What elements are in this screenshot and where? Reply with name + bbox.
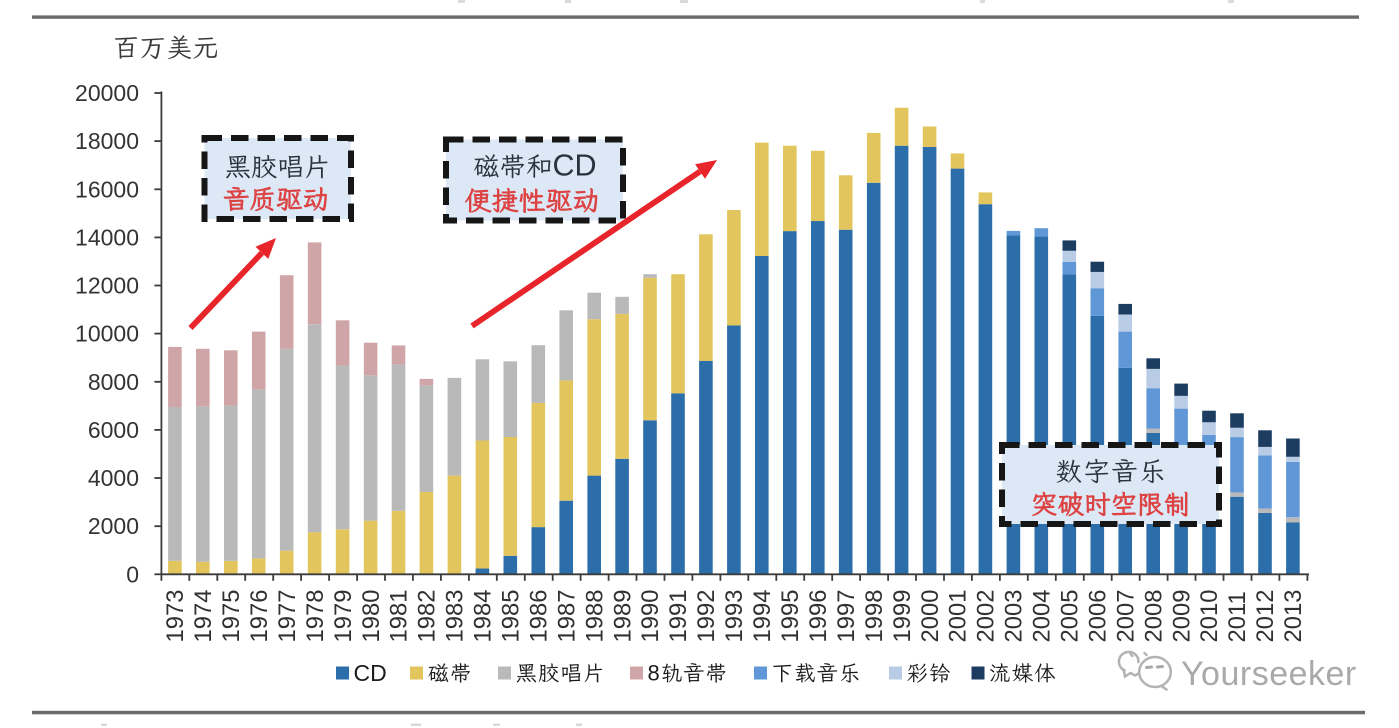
svg-text:10000: 10000 <box>75 321 139 347</box>
svg-text:2012: 2012 <box>1252 590 1279 643</box>
svg-text:20000: 20000 <box>75 80 139 106</box>
svg-text:1991: 1991 <box>665 590 692 643</box>
svg-text:Yourseeker: Yourseeker <box>1181 655 1357 693</box>
svg-text:2009: 2009 <box>1168 590 1195 643</box>
svg-text:1983: 1983 <box>442 590 469 643</box>
svg-text:2006: 2006 <box>1085 590 1112 643</box>
svg-text:CD: CD <box>553 149 597 183</box>
svg-text:2000: 2000 <box>88 513 139 539</box>
svg-text:1995: 1995 <box>777 590 804 643</box>
svg-text:14000: 14000 <box>75 224 139 250</box>
svg-text:1985: 1985 <box>498 590 525 643</box>
svg-text:2010: 2010 <box>1196 590 1223 643</box>
svg-text:12000: 12000 <box>75 273 139 299</box>
svg-text:1987: 1987 <box>553 590 580 643</box>
svg-text:2000: 2000 <box>917 590 944 643</box>
svg-text:1978: 1978 <box>302 590 329 643</box>
svg-text:2005: 2005 <box>1057 590 1084 643</box>
svg-text:8: 8 <box>648 661 660 686</box>
svg-text:2004: 2004 <box>1029 590 1056 643</box>
svg-text:2008: 2008 <box>1140 590 1167 643</box>
svg-text:1994: 1994 <box>749 590 776 643</box>
svg-text:1998: 1998 <box>861 590 888 643</box>
svg-text:1979: 1979 <box>330 590 357 643</box>
svg-text:1986: 1986 <box>526 590 553 643</box>
svg-text:1974: 1974 <box>190 590 217 643</box>
svg-text:0: 0 <box>126 561 139 587</box>
svg-text:1975: 1975 <box>218 590 245 643</box>
svg-text:1997: 1997 <box>833 590 860 643</box>
svg-text:2013: 2013 <box>1280 590 1307 643</box>
svg-text:2007: 2007 <box>1112 590 1139 643</box>
svg-text:1992: 1992 <box>693 590 720 643</box>
svg-text:2002: 2002 <box>973 590 1000 643</box>
svg-text:6000: 6000 <box>88 417 139 443</box>
svg-text:1996: 1996 <box>805 590 832 643</box>
svg-text:2011: 2011 <box>1224 591 1251 642</box>
svg-text:4000: 4000 <box>88 465 139 491</box>
svg-text:18000: 18000 <box>75 128 139 154</box>
svg-text:1993: 1993 <box>721 590 748 643</box>
svg-text:1973: 1973 <box>162 590 189 643</box>
svg-text:CD: CD <box>354 660 387 686</box>
svg-text:8000: 8000 <box>88 369 139 395</box>
svg-text:1990: 1990 <box>637 590 664 643</box>
svg-text:2003: 2003 <box>1001 590 1028 643</box>
svg-text:1982: 1982 <box>414 590 441 643</box>
svg-text:1984: 1984 <box>470 590 497 643</box>
svg-text:1980: 1980 <box>358 590 385 643</box>
svg-text:1976: 1976 <box>246 590 273 643</box>
svg-text:1977: 1977 <box>274 590 301 643</box>
svg-text:1999: 1999 <box>889 590 916 643</box>
svg-text:1989: 1989 <box>609 590 636 643</box>
svg-text:1981: 1981 <box>386 590 413 643</box>
svg-text:1988: 1988 <box>581 590 608 643</box>
svg-text:2001: 2001 <box>945 590 972 643</box>
svg-text:16000: 16000 <box>75 176 139 202</box>
